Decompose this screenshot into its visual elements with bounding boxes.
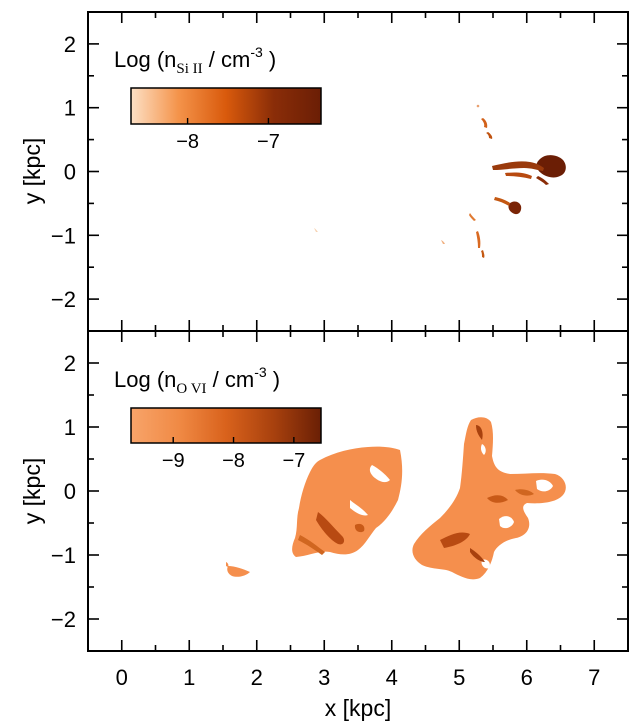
colorbar-tick-label: −8 [176,131,199,153]
o6-left-cloud-gap [369,465,390,483]
colorbar-tick-label: −8 [222,450,245,472]
si2-secondary-tail [494,197,510,206]
o6-right-hole [536,479,553,492]
x-tick-label: 1 [183,665,195,690]
si2-wisp-left [314,228,318,232]
si2-wisp-low-2 [481,250,485,258]
o6-left-cloud-gap-2 [350,500,368,516]
top-colorbar-title: Log (nSi II / cm-3 ) [114,44,276,77]
y-tick-label: 1 [64,96,76,121]
o6-left-filament [298,535,325,555]
o6-right-core [476,425,483,440]
si2-secondary-clump [508,201,522,215]
si2-features [314,104,566,258]
x-tick-label: 3 [318,665,330,690]
x-tick-label: 5 [453,665,465,690]
bottom-colorbar: Log (nO VI / cm-3 ) −9 −8 −7 [114,364,322,472]
colorbar-tick-label: −7 [257,131,280,153]
top-colorbar-bar [130,87,322,125]
o6-small-wisp [227,566,250,577]
y-tick-label: 2 [64,32,76,57]
si2-wisp-low [476,231,481,248]
si2-filament-2 [505,172,532,179]
si2-dot [476,104,480,108]
si2-wisp-upper [481,118,488,128]
x-tick-label: 6 [521,665,533,690]
si2-main-clump [536,155,566,178]
colorbar-tick-label: −7 [282,450,305,472]
bottom-panel: Log (nO VI / cm-3 ) −9 −8 −7 0 1 2 3 4 5 6 7 2 1 0 −1… [51,330,629,690]
y-tick-label: −1 [51,223,76,248]
y-tick-label: 0 [64,479,76,504]
x-axis-label: x [kpc] [325,695,391,721]
o6-right-core-3 [487,495,508,503]
o6-right-hole-3 [480,444,486,455]
si2-filament-3 [536,176,549,185]
x-tick-label: 2 [251,665,263,690]
o6-features [226,417,566,580]
si2-wisp-far [441,240,445,244]
colorbar-tick-label: −9 [162,450,185,472]
y-tick-label: 2 [64,351,76,376]
bottom-y-axis-label: y [kpc] [19,458,45,524]
x-tick-label: 7 [588,665,600,690]
o6-right-core-4 [470,548,485,562]
top-panel: Log (nSi II / cm-3 ) −8 −7 2 1 0 −1 −2 [51,11,629,332]
o6-left-core-2 [354,523,365,533]
o6-right-hole-2 [499,516,514,529]
x-tick-label: 4 [386,665,398,690]
si2-filament [492,161,544,171]
y-tick-label: 1 [64,415,76,440]
y-tick-label: 0 [64,160,76,185]
x-tick-label: 0 [116,665,128,690]
o6-small-wisp-2 [226,562,229,567]
top-y-axis-label: y [kpc] [19,138,45,204]
o6-right-core-2 [440,532,470,548]
top-colorbar-ticks: −8 −7 [176,118,280,153]
bottom-colorbar-title: Log (nO VI / cm-3 ) [114,364,280,397]
bottom-axes: 0 1 2 3 4 5 6 7 2 1 0 −1 −2 [51,330,629,690]
si2-wisp-upper-2 [486,132,493,139]
si2-wisp-mid [469,213,476,221]
bottom-colorbar-ticks: −9 −8 −7 [162,437,305,472]
y-tick-label: −1 [51,543,76,568]
top-plot-area [88,12,628,331]
o6-right-core-5 [515,489,534,496]
y-tick-label: −2 [51,607,76,632]
top-colorbar: Log (nSi II / cm-3 ) −8 −7 [114,44,322,153]
o6-left-core [316,512,345,545]
top-axes: 2 1 0 −1 −2 [51,11,629,332]
bottom-colorbar-bar [130,407,322,444]
y-tick-label: −2 [51,287,76,312]
